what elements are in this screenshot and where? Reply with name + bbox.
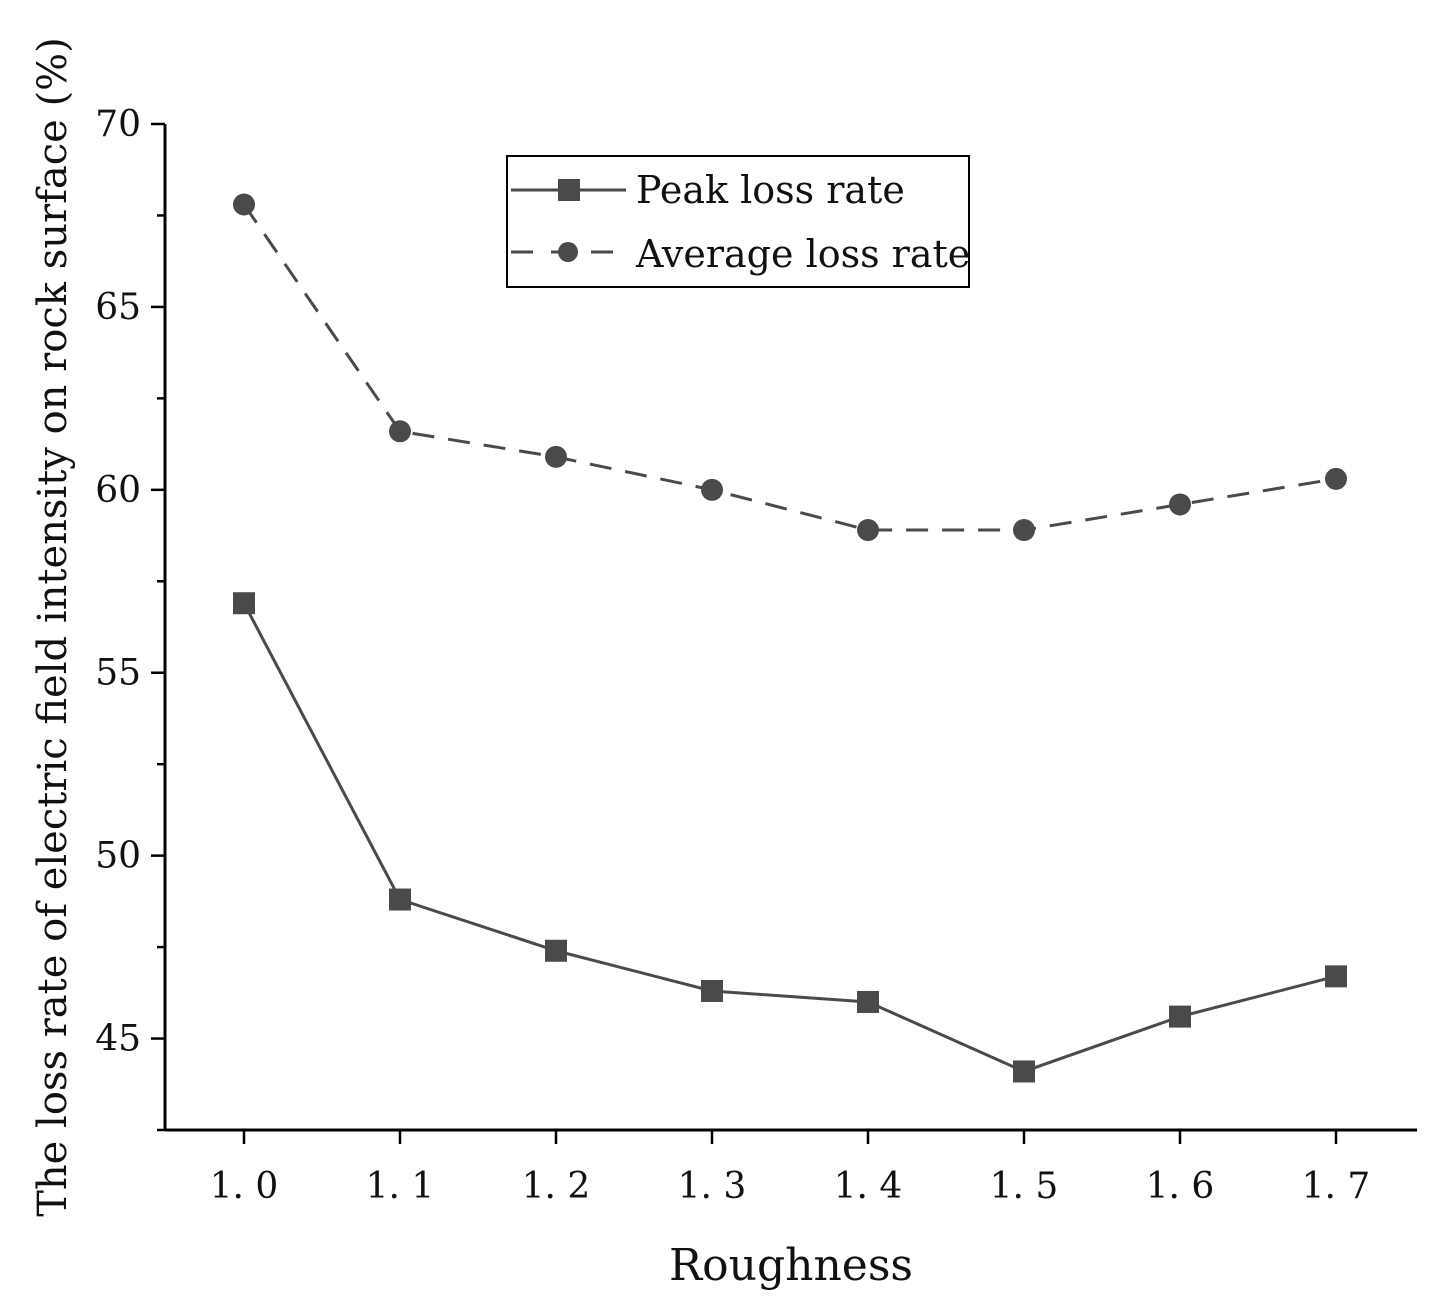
x-tick-label: 1. 3	[678, 1166, 747, 1207]
y-tick-label: 70	[95, 104, 141, 145]
average-loss-rate-point	[545, 445, 567, 468]
legend-avg-label: Average loss rate	[635, 232, 970, 276]
y-tick-label: 60	[95, 470, 141, 511]
x-tick-label: 1. 6	[1146, 1166, 1215, 1207]
average-loss-rate-point	[1169, 493, 1191, 516]
x-tick-label: 1. 4	[834, 1166, 903, 1207]
average-loss-rate-point	[389, 420, 411, 443]
y-tick-label: 45	[95, 1019, 141, 1060]
legend: Peak loss rate Average loss rate	[506, 155, 970, 288]
y-axis-title: The loss rate of electric field intensit…	[30, 37, 76, 1217]
average-loss-rate-line	[242, 203, 1337, 532]
peak-loss-rate-point	[545, 939, 567, 962]
axes	[163, 124, 1417, 1132]
average-loss-rate-point	[857, 519, 879, 542]
x-axis-title: Roughness	[669, 1240, 913, 1291]
legend-avg-marker	[558, 242, 578, 262]
peak-loss-rate-point	[857, 990, 879, 1013]
legend-peak-marker	[558, 179, 580, 201]
y-ticks: 45 50 55 60 65 70	[95, 104, 165, 1132]
peak-loss-rate-point	[233, 592, 255, 615]
x-ticks: 1. 0 1. 1 1. 2 1. 3 1. 4 1. 5 1. 6 1. 7	[210, 1130, 1371, 1207]
x-tick-label: 1. 1	[366, 1166, 435, 1207]
peak-loss-rate-point	[1013, 1060, 1035, 1083]
x-tick-label: 1. 7	[1302, 1166, 1371, 1207]
y-tick-label: 65	[95, 287, 141, 328]
x-tick-label: 1. 5	[990, 1166, 1059, 1207]
peak-loss-rate-point	[1169, 1005, 1191, 1028]
average-loss-rate-point	[1325, 467, 1347, 490]
legend-peak-label: Peak loss rate	[636, 168, 905, 212]
legend-box	[506, 155, 970, 288]
y-tick-label: 55	[95, 653, 141, 694]
x-tick-label: 1. 0	[210, 1166, 279, 1207]
average-loss-rate-point	[701, 478, 723, 501]
average-loss-rate-point	[233, 193, 255, 216]
series-layer	[233, 193, 1347, 1083]
average-loss-rate-point	[1013, 519, 1035, 542]
y-tick-label: 50	[95, 836, 141, 877]
peak-loss-rate-point	[1325, 965, 1347, 988]
peak-loss-rate-line	[242, 602, 1337, 1074]
peak-loss-rate-point	[701, 979, 723, 1002]
peak-loss-rate-point	[389, 888, 411, 911]
x-tick-label: 1. 2	[522, 1166, 591, 1207]
